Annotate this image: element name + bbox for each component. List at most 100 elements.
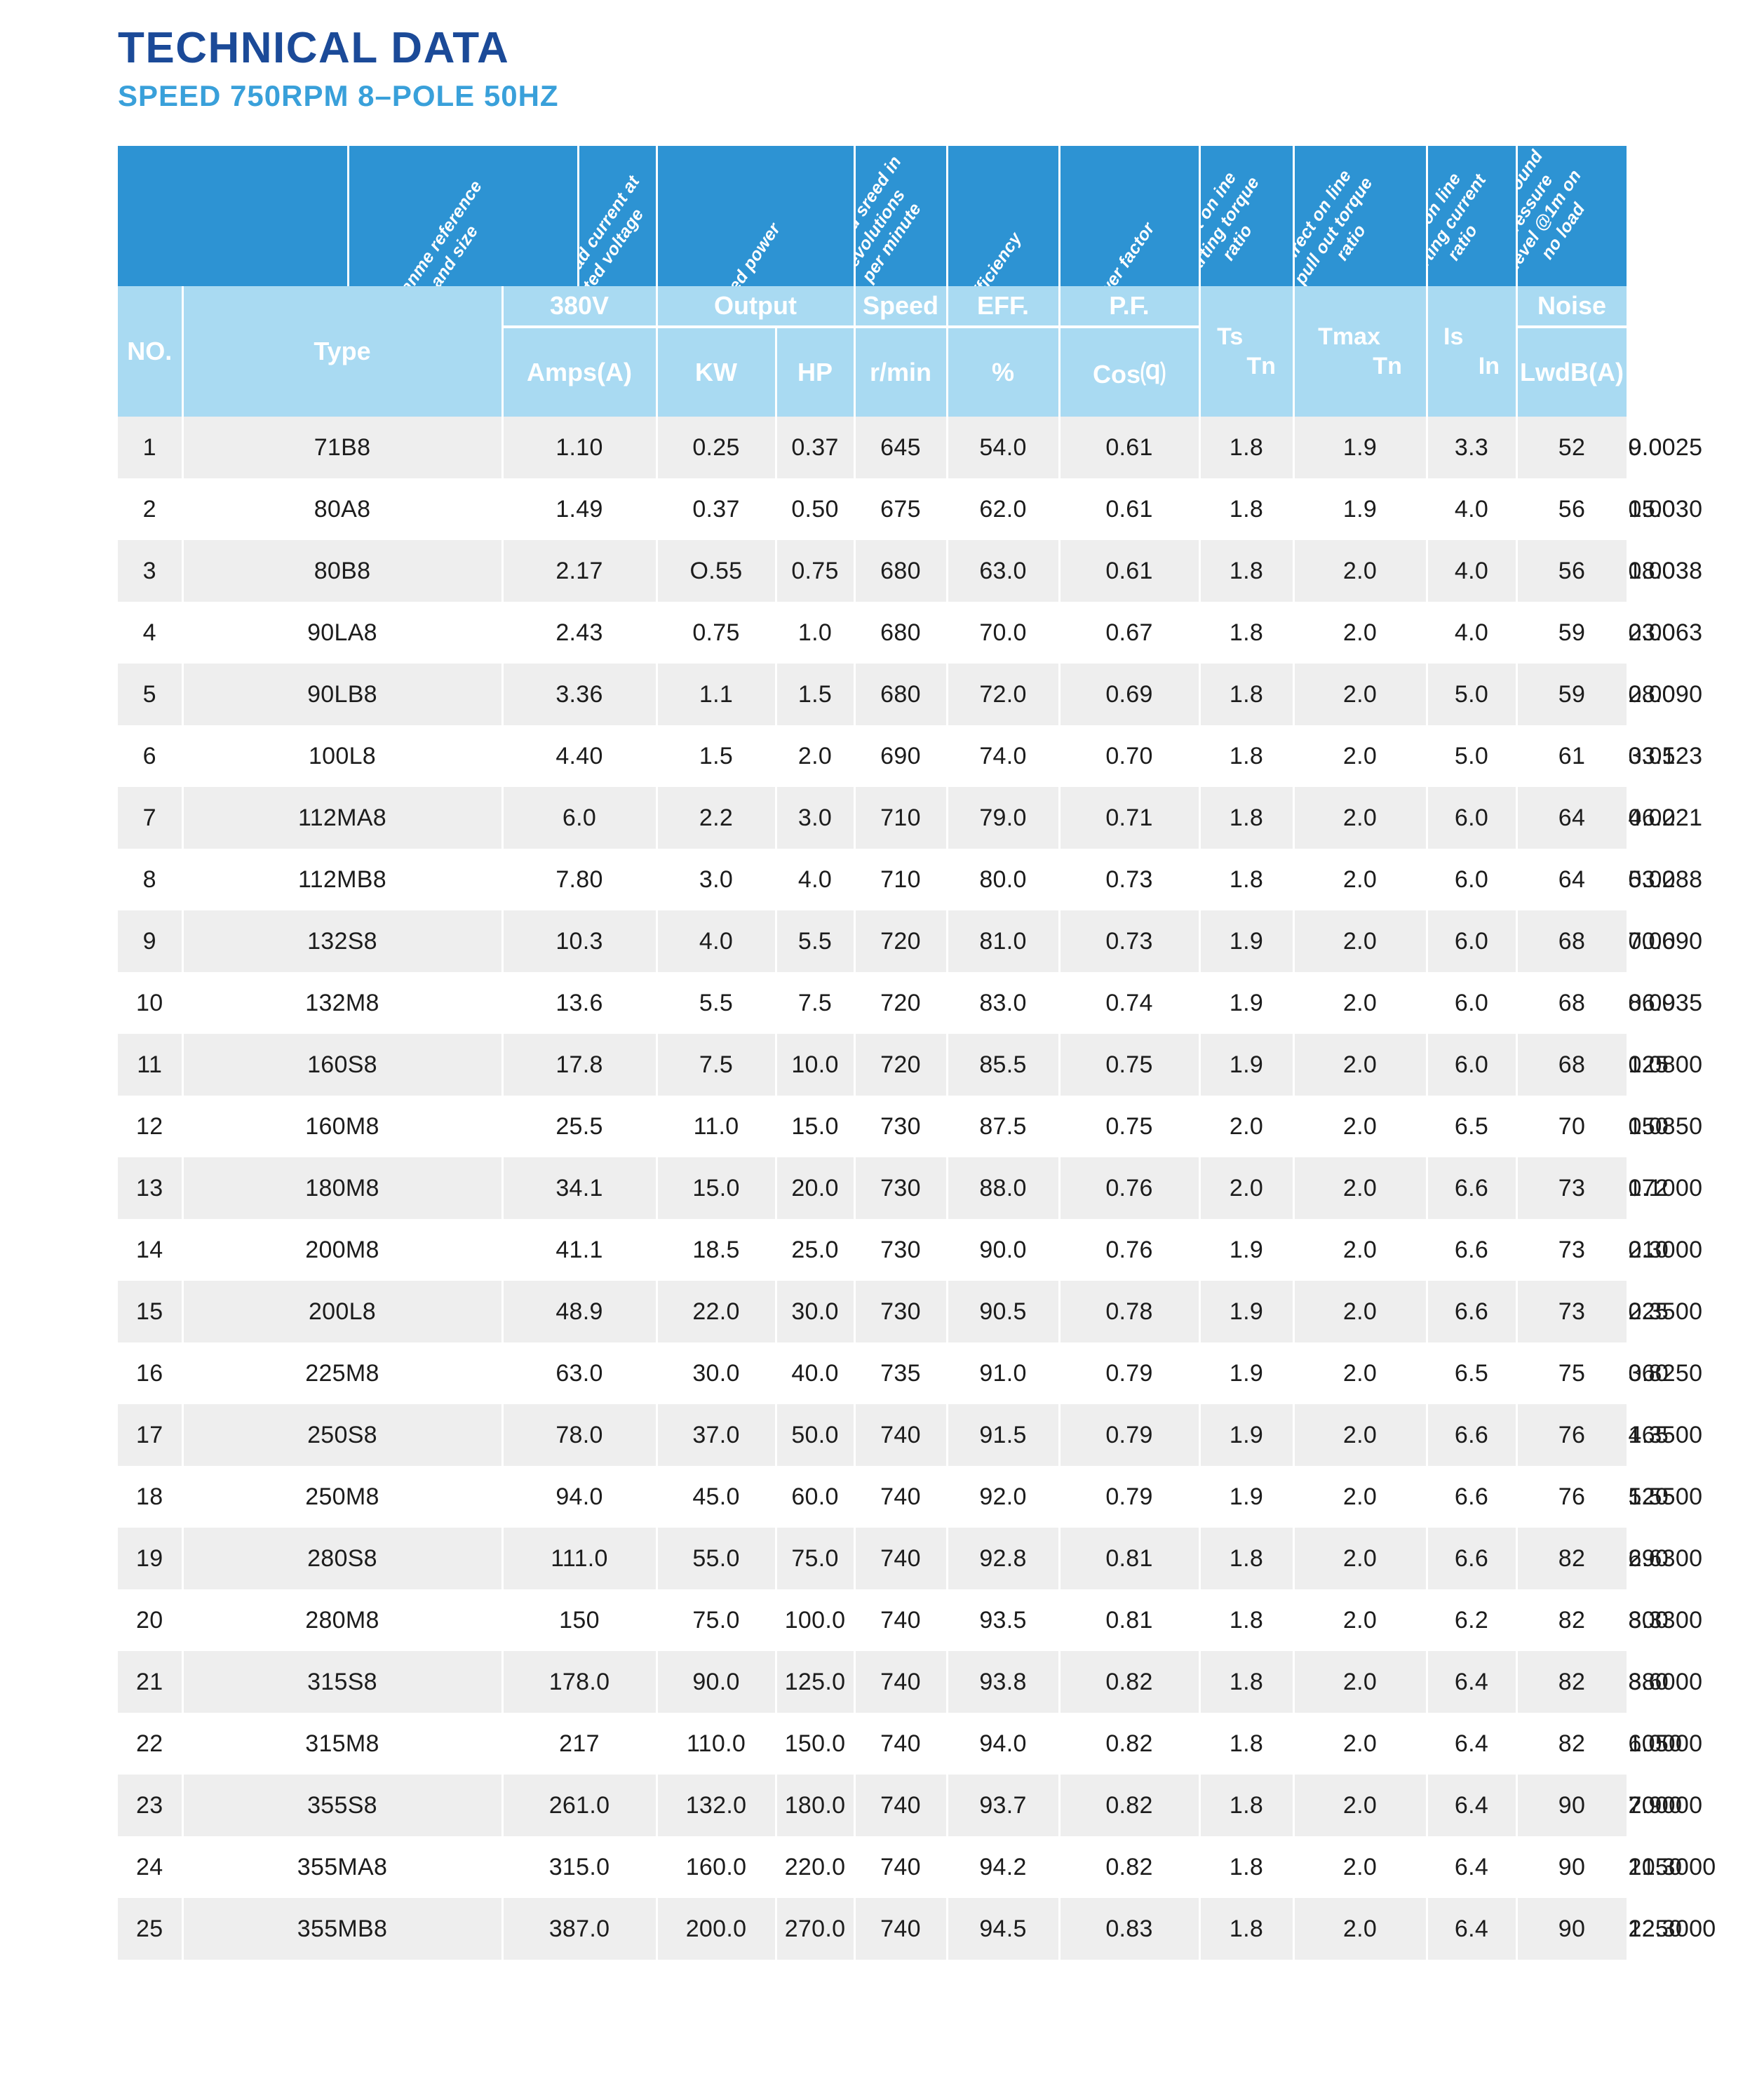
fraction-ts-tn: Ts Tn <box>1201 325 1293 378</box>
cell-amps: 41.1 <box>502 1219 658 1281</box>
cell-is-in: 6.4 <box>1427 1651 1518 1713</box>
cell-type: 315M8 <box>182 1713 504 1775</box>
cell-amps: 13.6 <box>502 972 658 1034</box>
column-header-is-in: Is In <box>1427 286 1518 417</box>
cell-type: 355MA8 <box>182 1836 504 1898</box>
cell-speed: 690 <box>854 725 948 787</box>
cell-ts-tn: 1.8 <box>1199 849 1295 910</box>
cell-tmax-tn: 2.0 <box>1293 1589 1428 1651</box>
cell-type: 80B8 <box>182 540 504 602</box>
rotated-header-label-frame-reference: Franme reference and size <box>386 177 505 286</box>
unit-inertia-exponent: 2 <box>1650 387 1659 405</box>
cell-hp: 1.5 <box>776 664 856 725</box>
cell-type: 100L8 <box>182 725 504 787</box>
cell-no: 21 <box>118 1651 184 1713</box>
cell-pf: 0.73 <box>1059 849 1201 910</box>
table-row: 10 132M8 13.6 5.5 7.5 720 83.0 0.74 1.9 2.0 6.0 68 8… <box>118 972 1702 1034</box>
cell-amps: 6.0 <box>502 787 658 849</box>
column-header-efficiency: EFF. <box>947 286 1061 328</box>
cell-eff: 94.2 <box>947 1836 1061 1898</box>
cell-ts-tn: 1.8 <box>1199 787 1295 849</box>
cell-ts-tn: 1.8 <box>1199 602 1295 664</box>
rotated-header-cell-power-factor: Power factor <box>1059 146 1201 286</box>
cell-hp: 125.0 <box>776 1651 856 1713</box>
cell-amps: 25.5 <box>502 1096 658 1157</box>
cell-pf: 0.83 <box>1059 1898 1201 1960</box>
cell-amps: 2.17 <box>502 540 658 602</box>
cell-tmax-tn: 2.0 <box>1293 1836 1428 1898</box>
cell-pf: 0.81 <box>1059 1589 1201 1651</box>
cell-kw: 160.0 <box>657 1836 777 1898</box>
cell-ts-tn: 1.8 <box>1199 540 1295 602</box>
cell-no: 5 <box>118 664 184 725</box>
cell-is-in: 5.0 <box>1427 664 1518 725</box>
cell-ts-tn: 1.9 <box>1199 1034 1295 1096</box>
unit-header-efficiency: % <box>947 327 1061 417</box>
cell-amps: 261.0 <box>502 1775 658 1836</box>
table-row: 24 355MA8 315.0 160.0 220.0 740 94.2 0.82 1.8 2.0… <box>118 1836 1716 1898</box>
cell-hp: 100.0 <box>776 1589 856 1651</box>
cell-kw: 45.0 <box>657 1466 777 1528</box>
cell-tmax-tn: 1.9 <box>1293 417 1428 478</box>
cell-is-in: 6.0 <box>1427 849 1518 910</box>
cell-type: 90LA8 <box>182 602 504 664</box>
cell-hp: 0.50 <box>776 478 856 540</box>
table-row: 11 160S8 17.8 7.5 10.0 720 85.5 0.75 1.9 2.0 6.0 68… <box>118 1034 1702 1096</box>
cell-kw: 110.0 <box>657 1713 777 1775</box>
rotated-header-cell-starting-torque-ratio: Direct on ine starting torque ratio <box>1199 146 1295 286</box>
cell-hp: 180.0 <box>776 1775 856 1836</box>
cell-kw: 0.37 <box>657 478 777 540</box>
cell-hp: 40.0 <box>776 1342 856 1404</box>
cell-eff: 74.0 <box>947 725 1061 787</box>
cell-no: 17 <box>118 1404 184 1466</box>
fraction-numerator: Is <box>1443 323 1464 350</box>
cell-kw: 1.5 <box>657 725 777 787</box>
column-header-voltage: 380V <box>502 286 658 328</box>
cell-type: 160M8 <box>182 1096 504 1157</box>
cell-hp: 220.0 <box>776 1836 856 1898</box>
table-row: 4 90LA8 2.43 0.75 1.0 680 70.0 0.67 1.8 2.0 4.0 59 2… <box>118 602 1702 664</box>
cell-hp: 270.0 <box>776 1898 856 1960</box>
cell-noise: 75 <box>1516 1342 1629 1404</box>
cell-kw: 55.0 <box>657 1528 777 1589</box>
cell-type: 90LB8 <box>182 664 504 725</box>
cell-ts-tn: 1.8 <box>1199 417 1295 478</box>
cell-kw: 1.1 <box>657 664 777 725</box>
cell-amps: 1.10 <box>502 417 658 478</box>
cell-no: 19 <box>118 1528 184 1589</box>
cell-amps: 4.40 <box>502 725 658 787</box>
cell-type: 132M8 <box>182 972 504 1034</box>
cell-is-in: 6.0 <box>1427 972 1518 1034</box>
cell-tmax-tn: 2.0 <box>1293 910 1428 972</box>
cell-noise: 73 <box>1516 1157 1629 1219</box>
cell-noise: 76 <box>1516 1404 1629 1466</box>
rotated-header-cell-frame-reference: Franme reference and size <box>348 146 579 286</box>
rotated-header-label-rated-power: Rated power <box>708 219 785 286</box>
cell-hp: 60.0 <box>776 1466 856 1528</box>
cell-pf: 0.61 <box>1059 417 1201 478</box>
cell-no: 20 <box>118 1589 184 1651</box>
cell-speed: 740 <box>854 1589 948 1651</box>
cell-no: 16 <box>118 1342 184 1404</box>
cell-type: 250M8 <box>182 1466 504 1528</box>
cell-noise: 90 <box>1516 1898 1629 1960</box>
cell-pf: 0.78 <box>1059 1281 1201 1342</box>
rotated-header-cell-pull-out-torque-ratio: Direct on line pull out torque ratio <box>1293 146 1428 286</box>
cell-speed: 710 <box>854 849 948 910</box>
cell-pf: 0.79 <box>1059 1342 1201 1404</box>
cell-no: 3 <box>118 540 184 602</box>
cell-is-in: 6.0 <box>1427 1034 1518 1096</box>
cell-type: 355MB8 <box>182 1898 504 1960</box>
cell-ts-tn: 1.9 <box>1199 972 1295 1034</box>
cell-eff: 80.0 <box>947 849 1061 910</box>
cell-no: 23 <box>118 1775 184 1836</box>
cell-noise: 59 <box>1516 664 1629 725</box>
cell-eff: 88.0 <box>947 1157 1061 1219</box>
cell-kw: 4.0 <box>657 910 777 972</box>
table-body: 1 71B8 1.10 0.25 0.37 645 54.0 0.61 1.8 1.9 3.3 52 9… <box>118 417 1716 1960</box>
cell-hp: 0.37 <box>776 417 856 478</box>
table-row: 14 200M8 41.1 18.5 25.0 730 90.0 0.76 1.9 2.0 6.6 7… <box>118 1219 1702 1281</box>
unit-header-amps: Amps(A) <box>502 327 658 417</box>
cell-hp: 30.0 <box>776 1281 856 1342</box>
rotated-header-label-mean-sound-pressure: Mean sound pressure level @1m on no load <box>1516 146 1604 285</box>
